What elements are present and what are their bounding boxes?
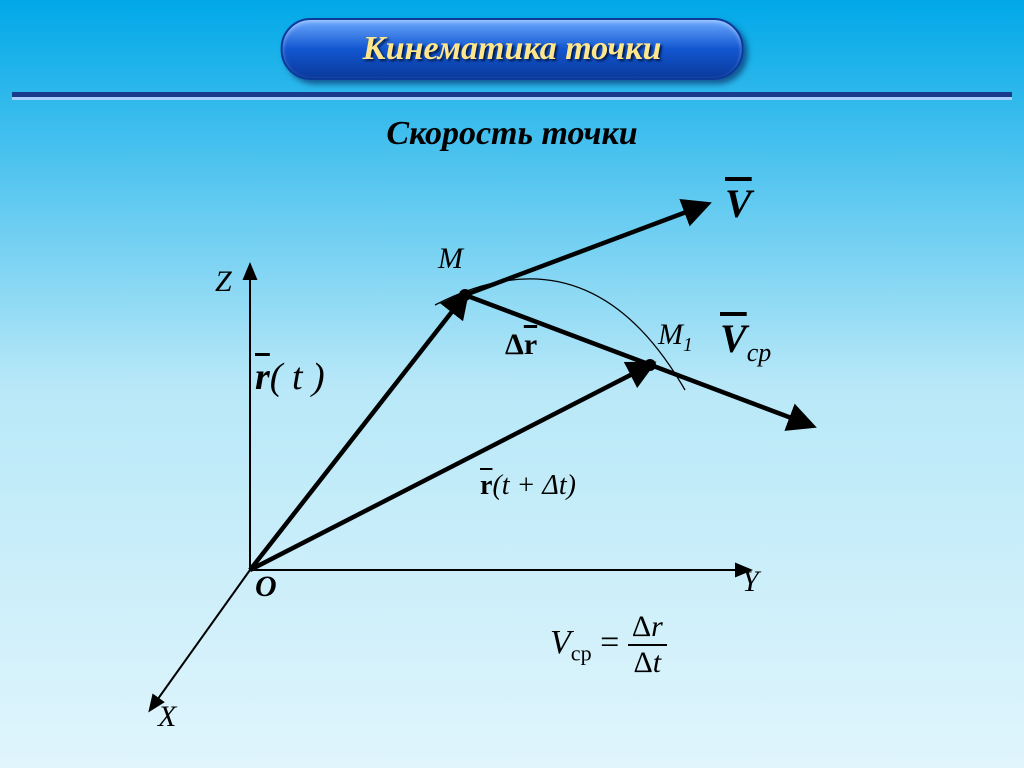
label-m1-base: M <box>658 318 683 351</box>
label-y: Y <box>742 565 759 599</box>
title-bar: Кинематика точки <box>281 18 744 80</box>
label-o: O <box>255 570 277 604</box>
formula-den: Δt <box>628 646 667 680</box>
vector-r-of-t <box>250 295 465 570</box>
label-r-of-t-rest: ( t ) <box>270 356 325 398</box>
label-r-of-t: r( t ) <box>255 355 325 399</box>
label-r-of-t-r: r <box>255 356 270 398</box>
label-r-t-dt-rest: (t + Δt) <box>492 470 576 501</box>
diagram-container: Z Y X O M M1 V Vcp r( t ) Δr r(t + Δt) <box>130 170 910 750</box>
label-v-bar: V <box>725 180 752 227</box>
formula-num-r: r <box>651 610 663 643</box>
formula-sub: ср <box>571 641 592 666</box>
label-m1-sub: 1 <box>683 335 693 356</box>
label-r-t-dt: r(t + Δt) <box>480 470 576 502</box>
rule-light <box>12 97 1012 100</box>
label-delta-r-r: r <box>524 328 537 361</box>
formula-fraction: Δr Δt <box>628 610 667 680</box>
formula-vcp: Vср = Δr Δt <box>550 610 667 680</box>
slide: Кинематика точки Скорость точки <box>0 0 1024 768</box>
label-v-bar-text: V <box>725 181 752 226</box>
label-x: X <box>158 700 176 734</box>
vector-diagram <box>130 170 910 750</box>
label-vcp: Vcp <box>720 315 771 368</box>
formula-den-t: t <box>653 646 661 679</box>
label-m1: M1 <box>658 318 693 357</box>
subtitle: Скорость точки <box>0 115 1024 153</box>
label-delta-r: Δr <box>505 328 537 362</box>
point-m1 <box>644 359 656 371</box>
axis-x <box>150 570 250 710</box>
formula-den-d: Δ <box>634 646 653 679</box>
formula-eq: = <box>600 624 628 661</box>
label-delta-r-d: Δ <box>505 328 524 361</box>
label-z: Z <box>215 265 232 299</box>
label-m: M <box>438 242 463 276</box>
subtitle-text: Скорость точки <box>386 115 637 152</box>
label-vcp-sub: cp <box>747 338 772 367</box>
formula-v: V <box>550 624 571 661</box>
label-vcp-v: V <box>720 316 747 361</box>
formula-num: Δr <box>628 610 667 646</box>
point-m <box>459 289 471 301</box>
formula-num-d: Δ <box>632 610 651 643</box>
label-r-t-dt-r: r <box>480 470 492 501</box>
title-text: Кинематика точки <box>363 30 662 67</box>
